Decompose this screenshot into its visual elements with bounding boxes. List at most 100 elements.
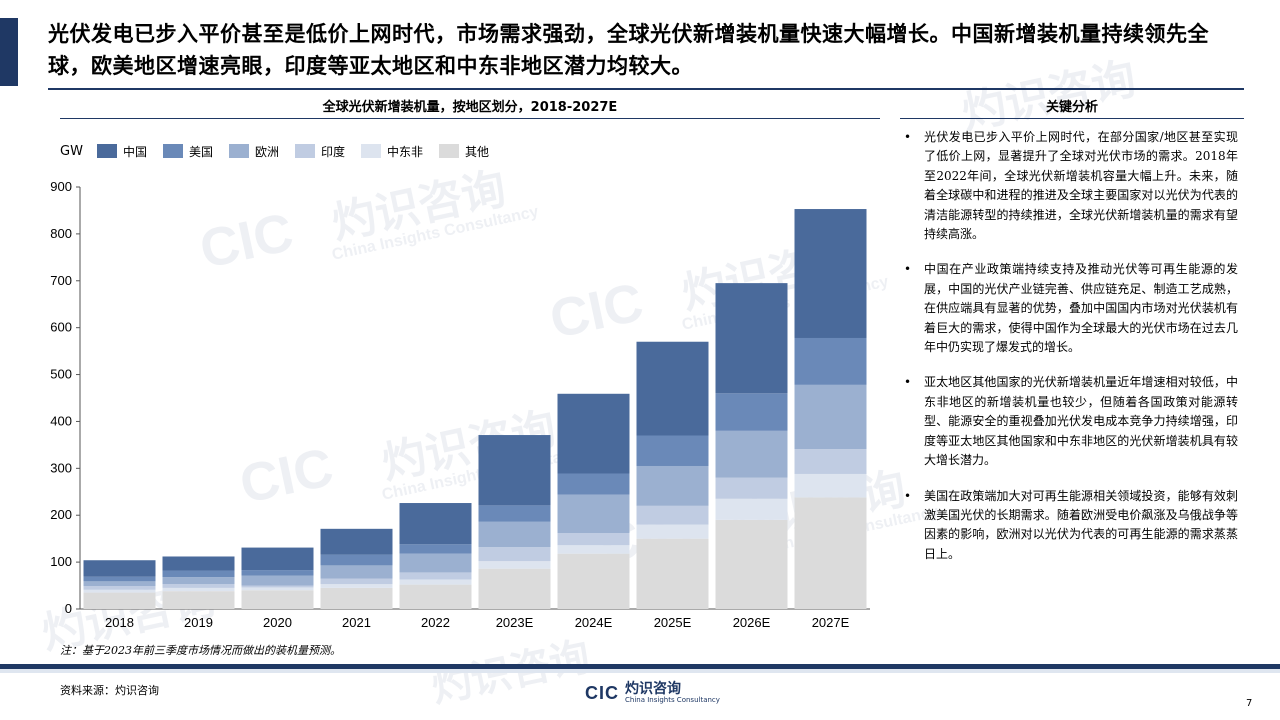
headline-divider xyxy=(48,88,1244,90)
bar-segment xyxy=(557,393,630,474)
bar-segment xyxy=(636,524,709,539)
bar-segment xyxy=(162,587,235,592)
analysis-bullet-text: 亚太地区其他国家的光伏新增装机量近年增速相对较低，中东非地区的新增装机量也较少，… xyxy=(924,375,1238,468)
chart-title-divider xyxy=(60,118,880,119)
legend-item-china: 中国 xyxy=(96,143,147,160)
legend-label: 中东非 xyxy=(387,144,424,159)
page-number: 7 xyxy=(1246,698,1253,709)
bar-segment xyxy=(636,538,709,609)
bar-segment xyxy=(478,505,551,522)
bar-segment xyxy=(162,556,235,571)
footer-band xyxy=(0,664,1280,669)
bar-segment xyxy=(241,547,314,571)
bar-segment xyxy=(83,592,156,609)
chart-legend: GW 中国 美国 欧洲 印度 中东非 其他 xyxy=(60,142,505,160)
legend-label: 其他 xyxy=(465,144,490,159)
logo-name-en: China Insights Consultancy xyxy=(625,696,720,704)
x-tick-label: 2018 xyxy=(105,615,134,630)
y-tick-label: 0 xyxy=(65,601,72,616)
bar-segment xyxy=(320,528,393,555)
bar-segment xyxy=(399,572,472,580)
y-tick-label: 300 xyxy=(50,460,72,475)
bar-segment xyxy=(478,568,551,609)
bar-segment xyxy=(399,579,472,585)
bar-segment xyxy=(636,435,709,466)
chart-title: 全球光伏新增装机量，按地区划分，2018-2027E xyxy=(322,100,618,115)
analysis-title: 关键分析 xyxy=(1045,100,1098,115)
bar-segment xyxy=(557,473,630,495)
legend-label: 美国 xyxy=(188,144,213,159)
legend-swatch-other xyxy=(439,144,460,158)
bar-segment xyxy=(320,584,393,588)
bar-segment xyxy=(241,585,314,588)
bar-segment xyxy=(399,503,472,545)
bar-segment xyxy=(794,384,867,450)
bar-segment xyxy=(715,430,788,478)
chart-footnote: 注：基于2023年前三季度市场情况而做出的装机量预测。 xyxy=(60,644,341,657)
bar-segment xyxy=(636,505,709,525)
bar-segment xyxy=(241,570,314,576)
y-tick-label: 800 xyxy=(50,226,72,241)
legend-swatch-india xyxy=(294,144,315,158)
footer-band-light xyxy=(0,669,1280,673)
bar-segment xyxy=(557,533,630,546)
bar-segment xyxy=(320,554,393,566)
legend-item-other: 其他 xyxy=(439,143,489,160)
analysis-bullet: • 亚太地区其他国家的光伏新增装机量近年增速相对较低，中东非地区的新增装机量也较少… xyxy=(902,373,1238,470)
cic-logo: CIC 灼识咨询 China Insights Consultancy xyxy=(585,682,720,705)
bar-segment xyxy=(794,473,867,498)
accent-bar xyxy=(0,18,18,86)
bar-segment xyxy=(399,553,472,573)
source-note: 资料来源：灼识咨询 xyxy=(60,684,159,697)
analysis-title-divider xyxy=(900,118,1244,119)
legend-swatch-china xyxy=(96,144,117,158)
bar-segment xyxy=(320,565,393,579)
bar-segment xyxy=(478,435,551,506)
bullet-dot-icon: • xyxy=(904,130,912,144)
bar-segment xyxy=(636,341,709,436)
logo-mark: CIC xyxy=(585,683,619,703)
bar-segment xyxy=(320,587,393,609)
legend-swatch-usa xyxy=(162,144,183,158)
y-tick-label: 400 xyxy=(50,413,72,428)
analysis-bullet: • 光伏发电已步入平价上网时代，在部分国家/地区甚至实现了低价上网，显著提升了全球… xyxy=(902,128,1238,244)
bar-segment xyxy=(715,498,788,520)
x-tick-label: 2024E xyxy=(575,615,613,630)
bar-segment xyxy=(162,591,235,609)
bar-segment xyxy=(715,283,788,394)
bar-segment xyxy=(794,209,867,338)
bar-segment xyxy=(715,477,788,499)
bar-segment xyxy=(794,449,867,474)
key-analysis-list: • 光伏发电已步入平价上网时代，在部分国家/地区甚至实现了低价上网，显著提升了全球… xyxy=(902,128,1238,580)
x-tick-label: 2027E xyxy=(812,615,850,630)
bar-segment xyxy=(794,497,867,609)
bullet-dot-icon: • xyxy=(904,262,912,277)
analysis-bullet: • 中国在产业政策端持续支持及推动光伏等可再生能源的发展，中国的光伏产业链完善、供… xyxy=(902,260,1238,357)
bar-segment xyxy=(557,494,630,534)
bar-segment xyxy=(715,519,788,609)
x-tick-label: 2021 xyxy=(342,615,371,630)
legend-swatch-mea xyxy=(361,144,381,158)
legend-label: 印度 xyxy=(320,144,345,159)
bar-segment xyxy=(83,581,156,587)
bar-segment xyxy=(399,544,472,554)
y-tick-label: 100 xyxy=(50,554,72,569)
bar-segment xyxy=(557,545,630,554)
x-tick-label: 2026E xyxy=(733,615,771,630)
logo-name-cn: 灼识咨询 xyxy=(625,681,681,697)
x-tick-label: 2022 xyxy=(421,615,450,630)
analysis-bullet-text: 美国在政策端加大对可再生能源相关领域投资，能够有效刺激美国光伏的长期需求。随着欧… xyxy=(924,488,1238,561)
x-tick-label: 2019 xyxy=(184,615,213,630)
x-tick-label: 2025E xyxy=(654,615,692,630)
bar-segment xyxy=(478,561,551,569)
bullet-dot-icon: • xyxy=(904,488,912,503)
analysis-bullet-text: 光伏发电已步入平价上网时代，在部分国家/地区甚至实现了低价上网，显著提升了全球对… xyxy=(924,130,1238,242)
legend-item-europe: 欧洲 xyxy=(228,143,279,160)
bar-segment xyxy=(478,521,551,548)
legend-item-usa: 美国 xyxy=(162,143,213,160)
bar-segment xyxy=(636,465,709,506)
bar-segment xyxy=(83,589,156,593)
bar-segment xyxy=(478,547,551,562)
legend-label: 中国 xyxy=(122,144,147,159)
bar-segment xyxy=(557,553,630,609)
